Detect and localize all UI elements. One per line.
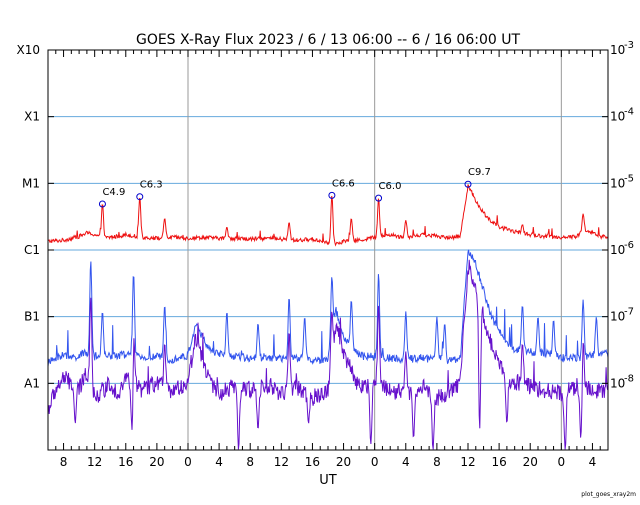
x-axis-label: UT [319,473,337,488]
flare-label-2: C6.6 [332,178,355,189]
x-tick-label-6: 8 [246,455,254,469]
x-tick-label-12: 8 [433,455,441,469]
flare-marker-2 [328,191,336,199]
flare-marker-3 [375,194,383,202]
chart-title: GOES X-Ray Flux 2023 / 6 / 13 06:00 -- 6… [136,32,520,48]
x-tick-label-5: 4 [215,455,223,469]
x-tick-label-4: 0 [184,455,192,469]
flare-marker-4 [464,180,472,188]
y-right-label-1: 10 [610,110,625,124]
flare-label-4: C9.7 [468,167,491,178]
y-right-exponent-1: -4 [624,107,634,118]
series-group [47,184,609,450]
x-tick-label-2: 16 [118,455,133,469]
flare-label-1: C6.3 [140,180,163,191]
y-class-label-0: X10 [17,43,41,57]
y-right-label-0: 10 [610,43,625,57]
y-right-label-3: 10 [610,243,625,257]
x-tick-label-17: 4 [589,455,597,469]
x-tick-label-16: 0 [558,455,566,469]
y-right-exponent-3: -6 [624,240,634,251]
y-right-label-4: 10 [610,310,625,324]
flare-marker-1 [136,193,144,201]
x-tick-label-9: 20 [336,455,351,469]
y-right-label-2: 10 [610,176,625,190]
y-right-exponent-4: -7 [624,307,634,318]
series-line-1 [47,249,609,367]
flare-label-0: C4.9 [102,187,125,198]
series-line-2 [47,259,609,450]
x-tick-label-14: 16 [491,455,506,469]
x-tick-label-8: 16 [305,455,320,469]
y-class-label-3: C1 [24,243,40,257]
y-right-exponent-2: -5 [624,173,634,184]
flare-label-3: C6.0 [379,181,402,192]
x-tick-label-7: 12 [274,455,289,469]
y-class-label-2: M1 [22,176,40,190]
x-tick-label-0: 8 [60,455,68,469]
y-right-exponent-0: -3 [624,40,634,51]
x-tick-label-1: 12 [87,455,102,469]
x-tick-label-15: 20 [523,455,538,469]
y-class-label-4: B1 [24,310,40,324]
y-right-label-5: 10 [610,376,625,390]
x-tick-label-3: 20 [149,455,164,469]
x-tick-label-11: 4 [402,455,410,469]
series-line-0 [47,184,609,247]
y-class-label-5: A1 [24,376,40,390]
plot-credit: plot_goes_xray2m [581,491,636,498]
annotation-group: C4.9 C6.3 C6.6 C6.0 C9.7 [98,167,491,208]
x-tick-label-13: 12 [460,455,475,469]
y-right-exponent-5: -8 [624,373,634,384]
x-tick-label-10: 0 [371,455,379,469]
y-class-label-1: X1 [24,110,40,124]
flare-marker-0 [98,200,106,208]
